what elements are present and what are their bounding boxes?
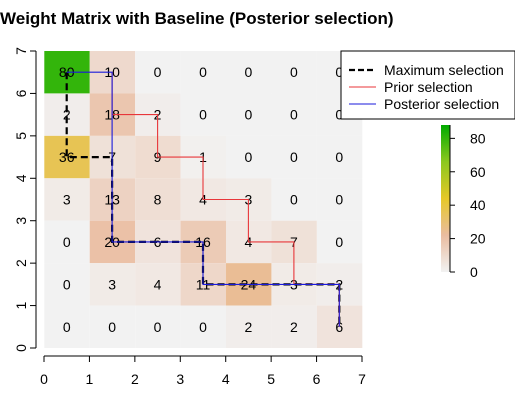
x-tick-label: 0 bbox=[40, 371, 48, 387]
legend-label: Posterior selection bbox=[384, 96, 499, 112]
cell-value-label: 0 bbox=[154, 64, 162, 80]
colorbar-tick-label: 20 bbox=[470, 231, 486, 247]
y-tick-label: 3 bbox=[13, 217, 29, 225]
cell-value-label: 0 bbox=[199, 64, 207, 80]
x-tick-label: 1 bbox=[86, 371, 94, 387]
cell-value-label: 0 bbox=[290, 64, 298, 80]
cell-value-label: 0 bbox=[335, 234, 343, 250]
colorbar-tick-label: 40 bbox=[470, 197, 486, 213]
cell-value-label: 4 bbox=[154, 276, 162, 292]
y-tick-label: 2 bbox=[13, 259, 29, 267]
cell-value-label: 0 bbox=[63, 276, 71, 292]
colorbar-tick-label: 80 bbox=[470, 130, 486, 146]
colorbar: 0 20 40 60 80 bbox=[441, 125, 486, 280]
cell-value-label: 0 bbox=[108, 319, 116, 335]
cell-value-label: 3 bbox=[63, 192, 71, 208]
x-tick-label: 7 bbox=[358, 371, 366, 387]
cell-value-label: 0 bbox=[290, 192, 298, 208]
y-tick-label: 4 bbox=[13, 174, 29, 182]
cell-value-label: 0 bbox=[199, 319, 207, 335]
cell-value-label: 0 bbox=[245, 149, 253, 165]
x-tick-label: 4 bbox=[222, 371, 230, 387]
cell-value-label: 3 bbox=[108, 276, 116, 292]
cell-value-label: 0 bbox=[199, 107, 207, 123]
y-tick-label: 5 bbox=[13, 132, 29, 140]
cell-value-label: 0 bbox=[290, 107, 298, 123]
cell-value-label: 0 bbox=[245, 64, 253, 80]
legend-label: Prior selection bbox=[384, 79, 473, 95]
cell-value-label: 0 bbox=[290, 149, 298, 165]
y-tick-label: 6 bbox=[13, 89, 29, 97]
cell-value-label: 0 bbox=[245, 107, 253, 123]
cell-value-label: 0 bbox=[154, 319, 162, 335]
colorbar-tick-label: 0 bbox=[470, 264, 478, 280]
colorbar-tick-label: 60 bbox=[470, 164, 486, 180]
y-tick-label: 7 bbox=[13, 47, 29, 55]
y-tick-label: 1 bbox=[13, 301, 29, 309]
x-tick-label: 3 bbox=[176, 371, 184, 387]
y-tick-label: 0 bbox=[13, 344, 29, 352]
cell-value-label: 8 bbox=[154, 192, 162, 208]
x-tick-label: 6 bbox=[313, 371, 321, 387]
cell-value-label: 0 bbox=[63, 319, 71, 335]
colorbar-gradient bbox=[441, 125, 450, 272]
cell-value-label: 0 bbox=[63, 234, 71, 250]
x-tick-label: 2 bbox=[131, 371, 139, 387]
chart-title: Weight Matrix with Baseline (Posterior s… bbox=[0, 9, 394, 28]
cell-value-label: 0 bbox=[335, 192, 343, 208]
x-tick-label: 5 bbox=[267, 371, 275, 387]
legend-label: Maximum selection bbox=[384, 62, 504, 78]
cell-value-label: 2 bbox=[245, 319, 253, 335]
cell-value-label: 2 bbox=[290, 319, 298, 335]
cell-value-label: 0 bbox=[335, 149, 343, 165]
